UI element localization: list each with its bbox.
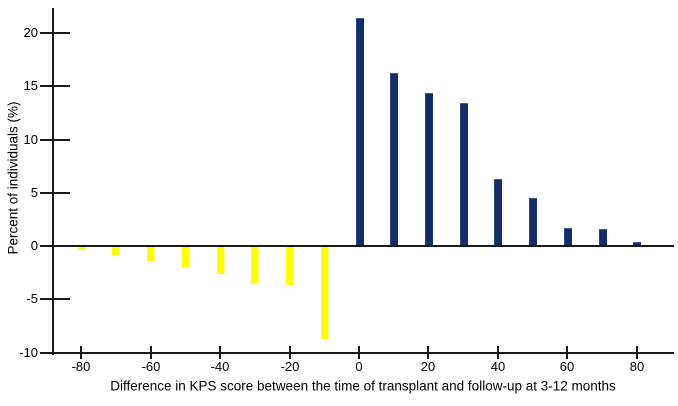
bar-negative (217, 246, 225, 274)
x-tick-label: 0 (355, 359, 363, 374)
x-axis-title: Difference in KPS score between the time… (110, 378, 616, 394)
zero-line (52, 245, 674, 247)
x-tick-label: -80 (71, 359, 91, 374)
y-tick (40, 192, 70, 194)
y-tick (40, 85, 70, 87)
bar-positive (633, 242, 641, 247)
y-tick-label: 0 (30, 238, 38, 253)
y-tick (40, 245, 70, 247)
x-tick-label: 40 (490, 359, 506, 374)
bar-positive (599, 229, 607, 247)
y-tick-label: 15 (23, 78, 38, 93)
x-tick-label: 60 (559, 359, 575, 374)
x-tick (566, 346, 568, 359)
bar-negative (147, 246, 155, 261)
y-tick-label: 10 (23, 132, 38, 147)
x-tick (289, 346, 291, 359)
y-tick-label: 5 (30, 185, 38, 200)
x-axis-line (52, 352, 674, 354)
bar-negative (286, 246, 294, 285)
bar-negative (112, 246, 120, 255)
bar-positive (564, 228, 572, 247)
x-tick-label: -60 (141, 359, 161, 374)
y-tick-label: -5 (26, 291, 38, 306)
y-tick (40, 352, 70, 354)
y-tick (40, 139, 70, 141)
y-axis-line (52, 8, 54, 355)
bar-positive (390, 73, 398, 247)
y-tick-label: 20 (23, 25, 38, 40)
x-tick (427, 346, 429, 359)
bar-positive (356, 18, 364, 247)
y-tick-label: -10 (19, 345, 38, 360)
x-tick-label: 80 (629, 359, 645, 374)
x-tick (150, 346, 152, 359)
y-tick (40, 32, 70, 34)
x-tick (80, 346, 82, 359)
x-tick-label: -20 (280, 359, 300, 374)
x-tick (636, 346, 638, 359)
bar-negative (321, 246, 329, 339)
bar-positive (529, 198, 537, 247)
x-tick (219, 346, 221, 359)
y-axis-title: Percent of individuals (%) (5, 101, 21, 255)
bar-positive (425, 93, 433, 247)
x-tick-label: 20 (420, 359, 436, 374)
bar-negative (251, 246, 259, 284)
bar-negative (182, 246, 190, 268)
x-tick (358, 346, 360, 359)
bar-negative (78, 246, 86, 250)
bar-positive (494, 179, 502, 247)
x-tick (497, 346, 499, 359)
y-tick (40, 298, 70, 300)
bar-positive (460, 103, 468, 247)
x-tick-label: -40 (210, 359, 230, 374)
